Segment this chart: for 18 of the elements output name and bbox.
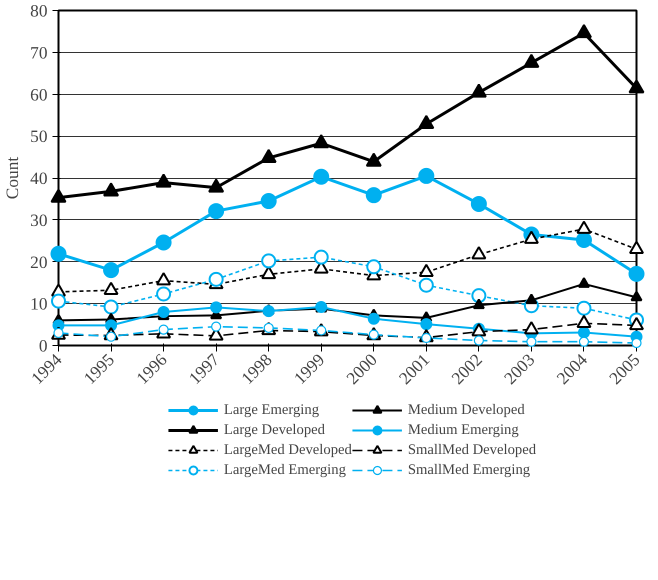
y-tick-label: 80 [30,2,48,20]
legend-label: SmallMed Developed [408,442,536,458]
legend-label: Large Emerging [224,402,320,418]
legend-label: Large Developed [224,422,325,438]
y-tick-label: 30 [30,210,48,230]
y-axis-title: Count [3,156,22,200]
y-tick-label: 60 [30,85,48,104]
legend-label: Medium Emerging [408,422,519,438]
legend-label: LargeMed Emerging [224,462,346,478]
y-tick-label: 50 [30,127,48,146]
y-tick-label: 70 [30,43,48,62]
legend-label: Medium Developed [408,402,525,418]
legend-label: LargeMed Developed [224,442,352,458]
y-tick-label: 20 [30,252,48,272]
y-tick-label: 40 [30,169,48,188]
y-tick-label: 0 [38,336,48,356]
y-tick-label: 10 [30,294,48,314]
legend-label: SmallMed Emerging [408,462,530,478]
